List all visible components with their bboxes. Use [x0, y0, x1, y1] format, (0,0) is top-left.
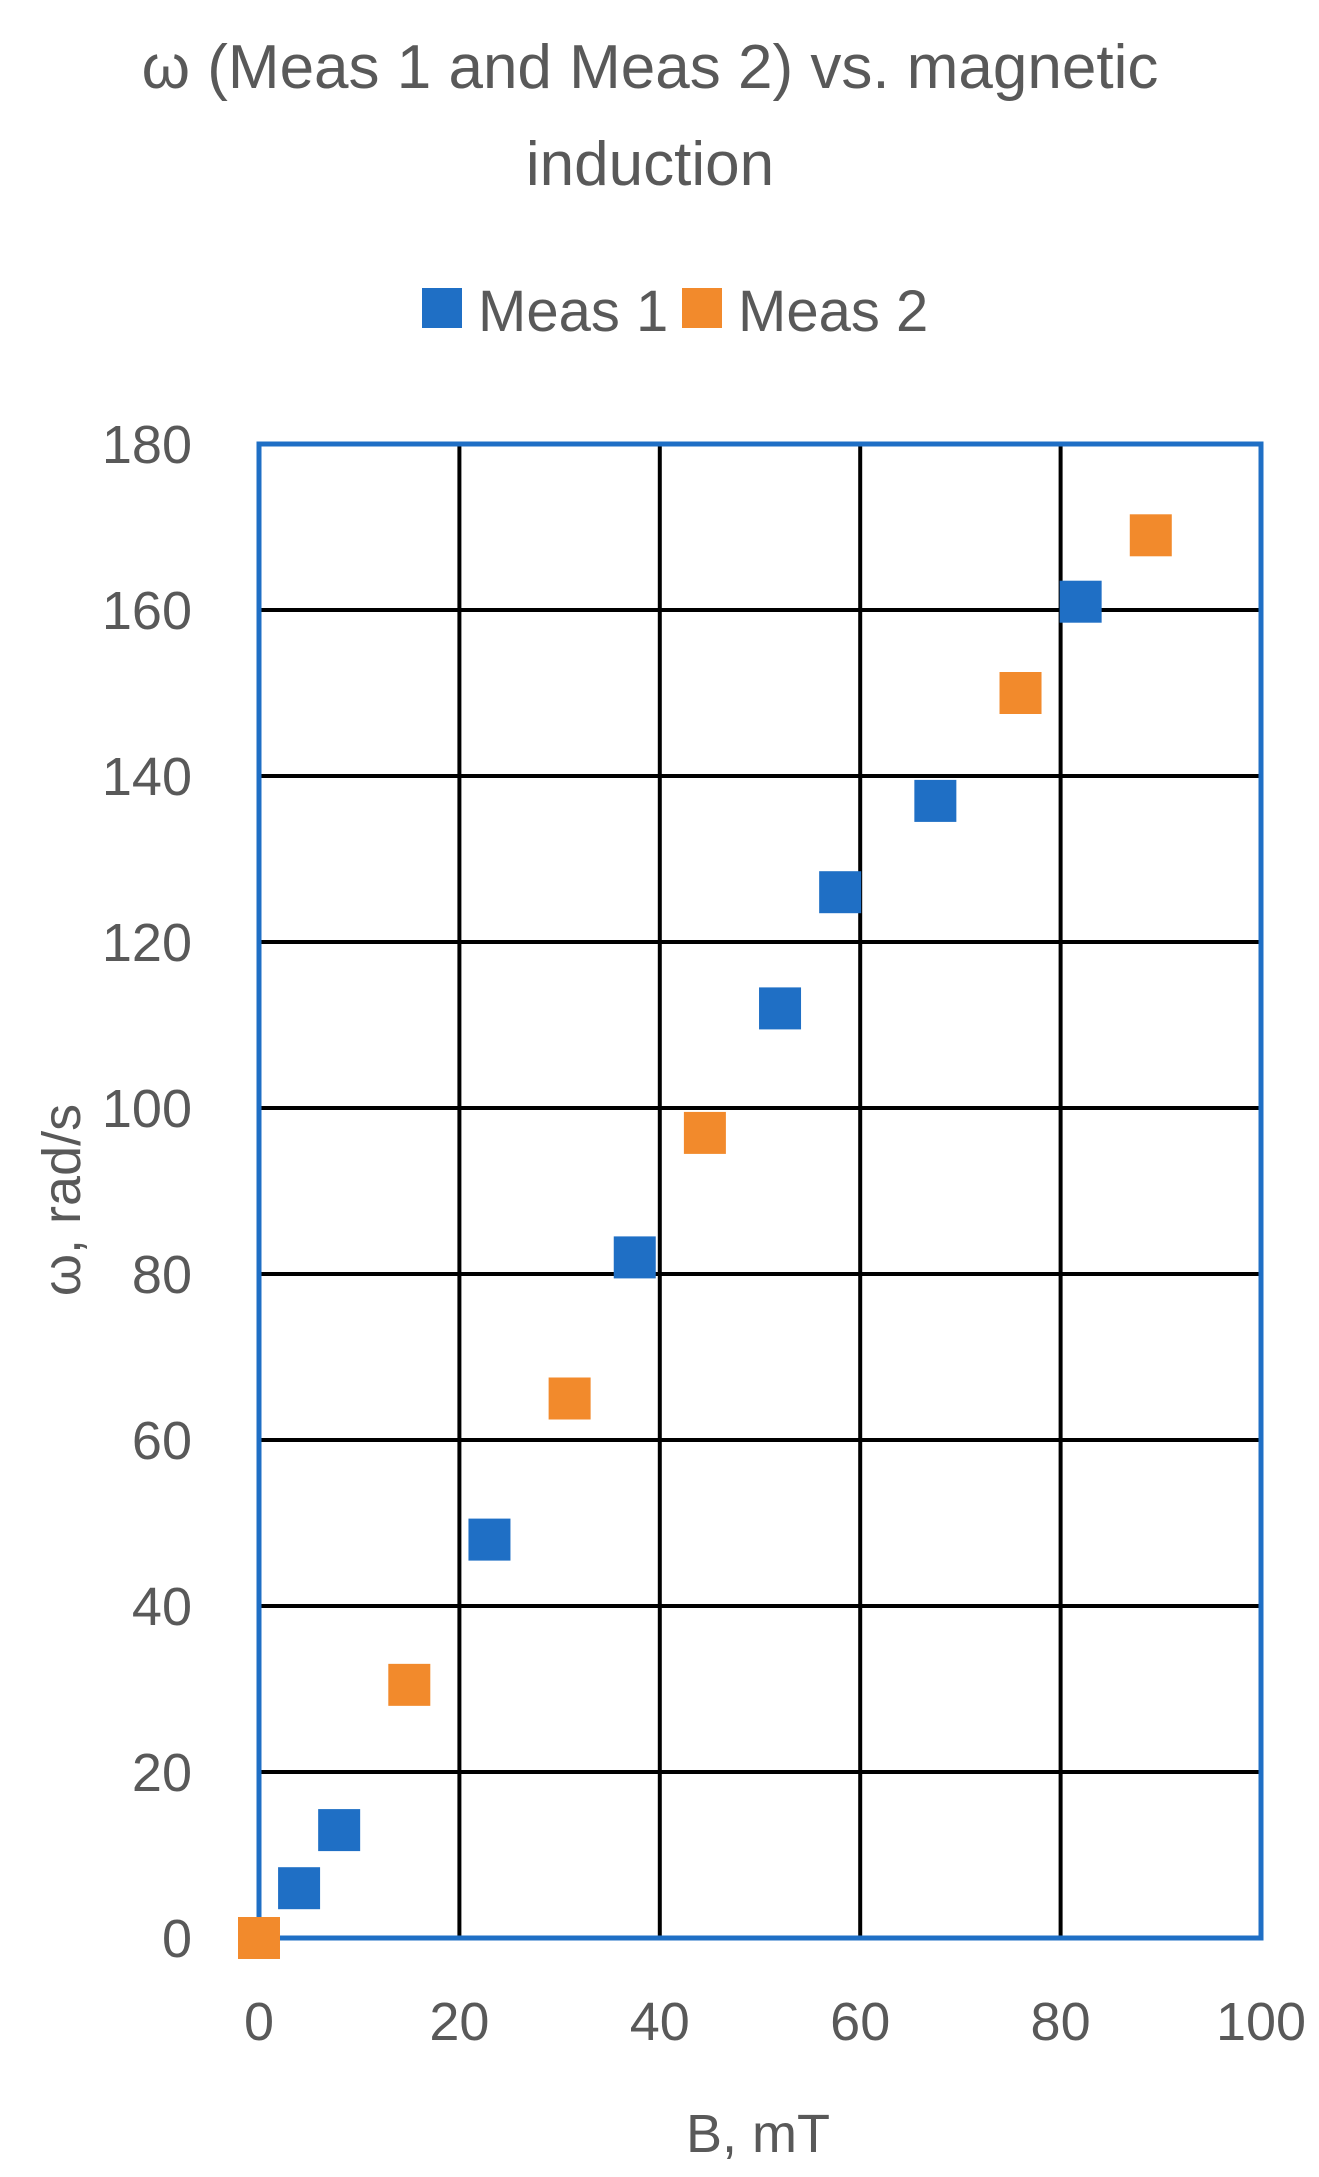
x-tick-label-60: 60 — [830, 1992, 890, 2052]
x-axis-label: B, mT — [686, 2104, 830, 2164]
y-tick-label-0: 0 — [162, 1909, 192, 1969]
y-tick-label-80: 80 — [132, 1245, 192, 1305]
y-axis-ticks: 0 20 40 60 80 100 120 140 160 180 — [102, 415, 192, 1969]
y-tick-label-120: 120 — [102, 913, 192, 973]
point-series-2-5 — [1129, 514, 1172, 557]
legend-marker-meas-2 — [682, 288, 722, 328]
legend-marker-meas-1 — [422, 288, 462, 328]
point-series-1-2 — [468, 1518, 511, 1561]
y-tick-label-100: 100 — [102, 1079, 192, 1139]
point-series-2-1 — [388, 1663, 431, 1706]
chart-title-line-1: ω (Meas 1 and Meas 2) vs. magnetic — [142, 33, 1159, 102]
point-series-1-1 — [318, 1809, 361, 1852]
point-series-1-6 — [914, 779, 957, 822]
point-series-1-0 — [278, 1867, 321, 1910]
plot-area-border — [256, 441, 1264, 1941]
point-series-1-5 — [819, 871, 862, 914]
legend-label-meas-2: Meas 2 — [738, 279, 928, 344]
y-tick-label-40: 40 — [132, 1577, 192, 1637]
point-series-2-2 — [548, 1377, 591, 1420]
legend: Meas 1 Meas 2 — [422, 279, 928, 344]
point-series-1-4 — [759, 987, 802, 1030]
y-tick-label-60: 60 — [132, 1411, 192, 1471]
x-axis-ticks: 0 20 40 60 80 100 — [244, 1992, 1306, 2052]
point-series-1-7 — [1059, 580, 1102, 623]
x-tick-label-100: 100 — [1216, 1992, 1306, 2052]
y-tick-label-20: 20 — [132, 1743, 192, 1803]
point-series-2-3 — [683, 1111, 726, 1154]
point-series-2-4 — [999, 672, 1042, 714]
y-axis-label: ω, rad/s — [32, 1104, 92, 1296]
chart-title-line-2: induction — [526, 130, 774, 199]
legend-label-meas-1: Meas 1 — [478, 279, 668, 344]
x-tick-label-40: 40 — [630, 1992, 690, 2052]
x-tick-label-20: 20 — [429, 1992, 489, 2052]
point-series-1-3 — [613, 1236, 656, 1279]
y-tick-label-160: 160 — [102, 581, 192, 641]
x-tick-label-0: 0 — [244, 1992, 274, 2052]
data-points — [238, 514, 1172, 1959]
y-tick-label-180: 180 — [102, 415, 192, 475]
point-series-2-0 — [238, 1917, 280, 1959]
gridlines — [257, 442, 1263, 1940]
chart-title: ω (Meas 1 and Meas 2) vs. magnetic induc… — [142, 33, 1159, 199]
y-tick-label-140: 140 — [102, 747, 192, 807]
x-tick-label-80: 80 — [1031, 1992, 1091, 2052]
